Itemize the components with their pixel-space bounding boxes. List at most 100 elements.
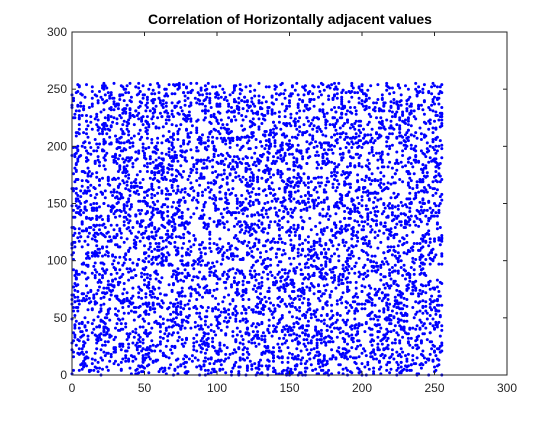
scatter-point bbox=[224, 157, 228, 161]
scatter-point bbox=[129, 156, 133, 160]
scatter-point bbox=[354, 119, 358, 123]
scatter-point bbox=[122, 181, 126, 185]
scatter-point bbox=[169, 179, 173, 183]
scatter-point bbox=[182, 279, 186, 283]
scatter-point bbox=[96, 118, 100, 122]
scatter-point bbox=[122, 119, 126, 123]
scatter-point bbox=[150, 258, 154, 261]
scatter-point bbox=[283, 154, 287, 157]
scatter-point bbox=[417, 292, 421, 296]
scatter-point bbox=[363, 220, 367, 224]
scatter-point bbox=[330, 270, 334, 274]
scatter-point bbox=[234, 118, 238, 122]
scatter-point bbox=[250, 324, 254, 328]
scatter-point bbox=[245, 350, 249, 354]
scatter-point bbox=[364, 354, 368, 358]
scatter-point bbox=[398, 134, 402, 138]
scatter-point bbox=[253, 242, 257, 245]
scatter-point bbox=[306, 186, 310, 189]
scatter-point bbox=[434, 110, 438, 114]
scatter-point bbox=[227, 188, 231, 192]
scatter-point bbox=[399, 266, 403, 269]
scatter-point bbox=[299, 195, 303, 199]
scatter-point bbox=[276, 342, 280, 346]
scatter-point bbox=[360, 195, 364, 199]
scatter-point bbox=[385, 282, 389, 285]
scatter-point bbox=[172, 146, 175, 149]
scatter-point bbox=[224, 371, 228, 375]
scatter-point bbox=[322, 357, 326, 361]
scatter-point bbox=[201, 306, 204, 309]
scatter-point bbox=[411, 354, 415, 358]
scatter-point bbox=[273, 240, 277, 244]
scatter-point bbox=[179, 302, 183, 306]
scatter-point bbox=[314, 176, 318, 180]
scatter-point bbox=[134, 178, 138, 181]
scatter-point bbox=[87, 141, 91, 145]
scatter-point bbox=[219, 247, 223, 251]
scatter-point bbox=[315, 190, 319, 194]
scatter-point bbox=[334, 226, 338, 229]
scatter-point bbox=[209, 250, 213, 253]
scatter-point bbox=[363, 141, 367, 145]
scatter-point bbox=[309, 282, 313, 285]
scatter-point bbox=[219, 162, 223, 165]
scatter-point bbox=[414, 327, 418, 331]
scatter-point bbox=[321, 108, 325, 112]
scatter-point bbox=[234, 171, 238, 175]
scatter-point bbox=[440, 118, 444, 122]
scatter-point bbox=[187, 299, 191, 303]
scatter-point bbox=[90, 127, 94, 131]
scatter-point bbox=[167, 222, 171, 226]
scatter-point bbox=[245, 207, 249, 211]
scatter-point bbox=[318, 184, 322, 188]
scatter-point bbox=[134, 235, 138, 239]
scatter-point bbox=[125, 218, 129, 221]
scatter-point bbox=[306, 240, 310, 244]
scatter-point bbox=[440, 254, 444, 258]
scatter-point bbox=[245, 162, 249, 165]
scatter-point bbox=[151, 88, 155, 92]
scatter-point bbox=[80, 330, 84, 334]
scatter-point bbox=[343, 216, 347, 220]
scatter-point bbox=[369, 245, 373, 249]
scatter-point bbox=[187, 140, 191, 144]
scatter-point bbox=[364, 104, 368, 108]
scatter-point bbox=[216, 308, 220, 312]
scatter-point bbox=[327, 368, 331, 372]
scatter-point bbox=[186, 247, 190, 251]
scatter-point bbox=[227, 102, 231, 106]
scatter-point bbox=[195, 206, 199, 210]
scatter-point bbox=[344, 132, 348, 136]
scatter-point bbox=[199, 324, 203, 328]
scatter-point bbox=[98, 183, 101, 187]
scatter-point bbox=[341, 267, 345, 271]
scatter-point bbox=[101, 176, 104, 180]
scatter-point bbox=[386, 181, 390, 185]
scatter-point bbox=[101, 148, 104, 152]
scatter-point bbox=[390, 213, 394, 217]
scatter-point bbox=[350, 267, 354, 271]
scatter-point bbox=[172, 133, 175, 137]
scatter-point bbox=[302, 172, 306, 176]
scatter-point bbox=[203, 277, 207, 281]
scatter-point bbox=[340, 111, 344, 115]
scatter-point bbox=[377, 367, 381, 371]
scatter-point bbox=[121, 108, 125, 112]
scatter-point bbox=[296, 119, 300, 123]
scatter-point bbox=[321, 368, 325, 372]
scatter-point bbox=[186, 207, 190, 211]
scatter-point bbox=[356, 326, 360, 330]
scatter-point bbox=[264, 100, 268, 104]
scatter-point bbox=[292, 256, 296, 260]
scatter-point bbox=[138, 325, 142, 329]
scatter-point bbox=[350, 90, 354, 93]
scatter-point bbox=[96, 146, 100, 149]
scatter-point bbox=[228, 316, 232, 320]
scatter-point bbox=[356, 295, 360, 299]
scatter-point bbox=[232, 348, 236, 352]
scatter-point bbox=[257, 226, 261, 229]
scatter-point bbox=[147, 125, 151, 129]
scatter-point bbox=[90, 206, 94, 210]
scatter-point bbox=[244, 166, 248, 170]
